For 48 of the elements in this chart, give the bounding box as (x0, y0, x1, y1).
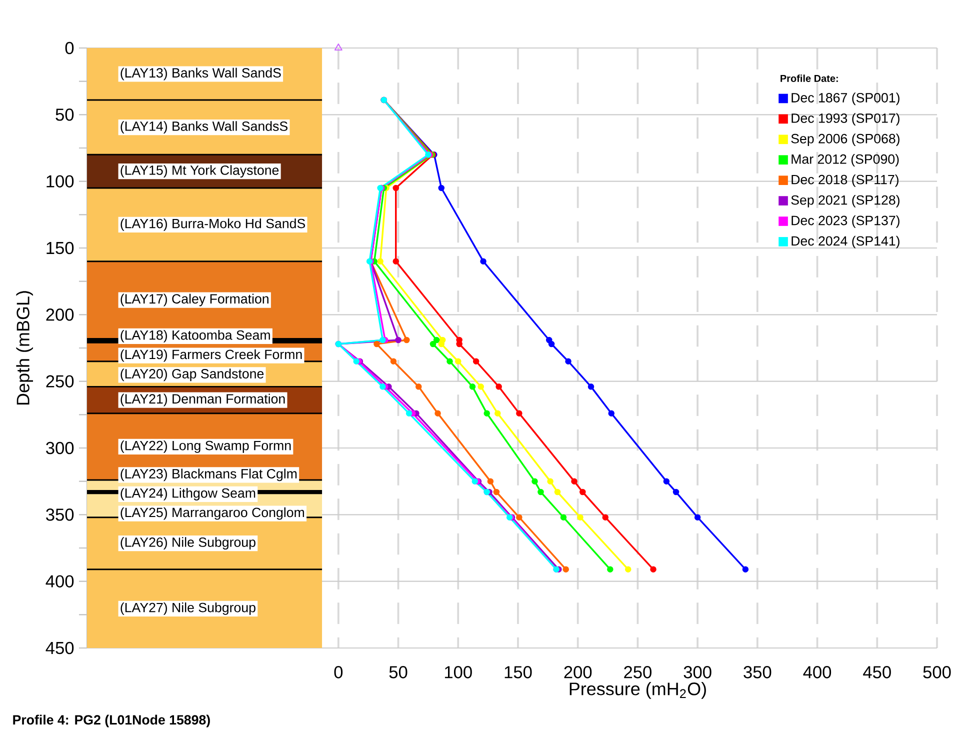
legend-label: Mar 2012 (SP090) (792, 154, 899, 166)
x-tick-label: 0 (334, 666, 343, 678)
x-tick-label: 400 (803, 666, 832, 678)
legend-label: Sep 2006 (SP068) (791, 134, 900, 146)
band-label: (LAY18) Katoomba Seam (120, 330, 270, 342)
legend-label: Dec 2024 (SP141) (792, 236, 900, 248)
legend-label: Dec 1993 (SP017) (792, 113, 900, 126)
legend-label: Dec 2018 (SP117) (792, 174, 898, 187)
x-tick-label: 50 (389, 666, 408, 678)
x-tick-label: 250 (624, 666, 652, 678)
y-tick-label: 300 (46, 442, 74, 454)
y-tick-label: 350 (46, 508, 74, 521)
text: Profile 4: PG2 (L01Node 15898) (13, 714, 210, 728)
y-tick-label: 250 (46, 375, 74, 388)
band-label: (LAY17) Caley Formation (120, 294, 268, 306)
legend-label: Dec 2023 (SP137) (792, 215, 900, 228)
x-tick-label: 150 (504, 666, 532, 678)
y-tick-label: 200 (46, 308, 74, 321)
band-label: (LAY14) Banks Wall SandsS (120, 121, 288, 134)
x-axis-title: Pressure (mH$_{2}$O) (570, 682, 706, 699)
y-tick-label: 150 (46, 242, 74, 254)
band-label: (LAY27) Nile Subgroup (120, 602, 256, 615)
x-tick-label: 100 (444, 666, 472, 678)
x-tick-label: 350 (744, 666, 772, 678)
legend-label: Sep 2021 (SP128) (791, 194, 900, 208)
y-tick-label: 0 (65, 42, 74, 54)
band-label: (LAY13) Banks Wall SandS (120, 68, 281, 80)
band-label: (LAY20) Gap Sandstone (120, 368, 264, 382)
y-tick-label: 100 (46, 175, 74, 188)
band-label: (LAY25) Marrangaroo Conglom (120, 507, 304, 520)
band-label: (LAY16) Burra-Moko Hd SandS (120, 218, 306, 231)
x-tick-label: 300 (684, 666, 712, 678)
band-label: (LAY22) Long Swamp Formn (120, 440, 291, 453)
x-tick-label: 450 (863, 666, 891, 678)
y-tick-label: 50 (56, 108, 74, 121)
x-tick-label: 200 (564, 666, 592, 678)
band-label: (LAY26) Nile Subgroup (120, 537, 256, 550)
legend-title: Profile Date: (780, 74, 838, 82)
band-label: (LAY21) Denman Formation (120, 394, 285, 406)
y-axis-title: Depth (mBGL) (16, 291, 33, 405)
legend-label: Dec 1867 (SP001) (792, 92, 900, 106)
band-label: (LAY15) Mt York Claystone (120, 165, 279, 178)
y-tick-label: 400 (46, 575, 74, 588)
y-tick-label: 450 (46, 642, 74, 654)
x-tick-label: 500 (923, 666, 951, 678)
band-label: (LAY19) Farmers Creek Formn (120, 349, 302, 362)
band-label: (LAY23) Blackmans Flat Cglm (120, 468, 297, 482)
band-label: (LAY24) Lithgow Seam (120, 488, 256, 500)
